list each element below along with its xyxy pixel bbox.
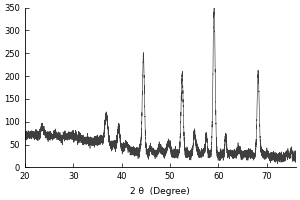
X-axis label: 2 θ  (Degree): 2 θ (Degree) xyxy=(130,187,190,196)
